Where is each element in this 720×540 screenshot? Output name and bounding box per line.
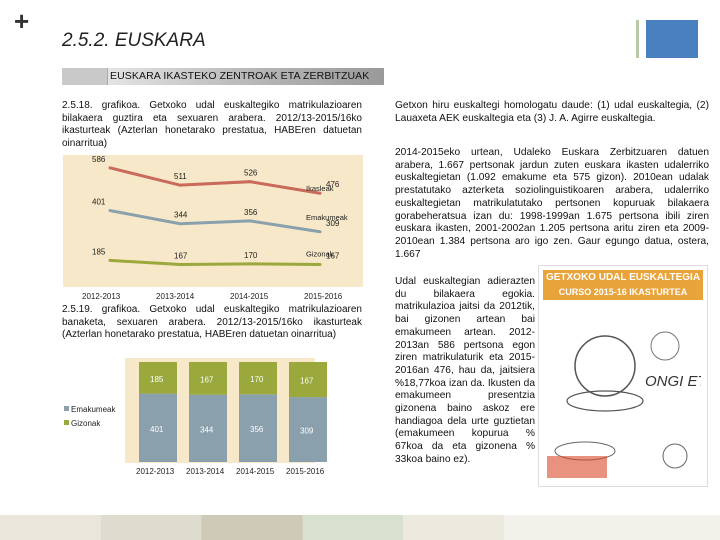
tick-label: 2013-2014	[186, 467, 225, 476]
legend-swatch	[64, 406, 69, 411]
banner-tab	[62, 68, 108, 85]
tick-label: 2014-2015	[236, 467, 275, 476]
data-label: 526	[244, 169, 258, 178]
data-point	[178, 183, 182, 187]
data-point	[318, 263, 322, 267]
bar-men	[139, 362, 177, 394]
data-label: 356	[244, 208, 258, 217]
bar-label-men: 185	[150, 375, 164, 384]
series-line-2	[109, 258, 321, 267]
data-point	[178, 263, 182, 267]
bar-label-women: 356	[250, 425, 264, 434]
tick-label: 2014-2015	[230, 292, 269, 301]
tick-label: 2012-2013	[82, 292, 121, 301]
right-paragraph-1: Getxon hiru euskaltegi homologatu daude:…	[395, 100, 709, 124]
bar-label-men: 170	[250, 375, 264, 384]
data-point	[178, 222, 182, 226]
bar-women	[239, 394, 277, 462]
data-label: 185	[92, 247, 106, 256]
tick-label: 2013-2014	[156, 292, 195, 301]
section-banner: EUSKARA IKASTEKO ZENTROAK ETA ZERBITZUAK	[62, 68, 384, 85]
bar-label-women: 401	[150, 425, 164, 434]
poster-illustration: ONGI ETORRI	[547, 331, 701, 478]
data-label: 170	[244, 251, 258, 260]
bar-label-women: 344	[200, 425, 214, 434]
bar-label-women: 309	[300, 427, 314, 436]
tick-label: 2012-2013	[136, 467, 175, 476]
poster-header: GETXOKO UDAL EUSKALTEGIA CURSO 2015-16 I…	[543, 270, 703, 300]
chart1-caption: 2.5.18. grafikoa. Getxoko udal euskalteg…	[62, 100, 362, 149]
bar-label-men: 167	[300, 377, 314, 386]
series-line-0	[109, 166, 321, 195]
banner-text: EUSKARA IKASTEKO ZENTROAK ETA ZERBITZUAK	[110, 70, 370, 82]
data-label: 167	[326, 252, 340, 261]
data-label: 309	[326, 219, 340, 228]
decorative-square	[646, 20, 698, 58]
poster-subhead: CURSO 2015-16 IKASTURTEA	[558, 287, 688, 297]
data-point	[318, 191, 322, 195]
right-paragraph-2: 2014-2015eko urtean, Udaleko Euskara Zer…	[395, 147, 709, 260]
data-point	[248, 219, 252, 223]
data-label: 476	[326, 180, 340, 189]
right-paragraph-3: Udal euskaltegian adierazten du bilakaer…	[395, 276, 535, 465]
poster-head-text: GETXOKO UDAL EUSKALTEGIA	[545, 272, 701, 283]
tick-label: 2015-2016	[304, 292, 343, 301]
data-point	[248, 180, 252, 184]
legend-swatch	[64, 420, 69, 425]
bar-men	[289, 362, 327, 398]
data-point	[248, 262, 252, 266]
bar-label-men: 167	[200, 375, 214, 384]
data-label: 401	[92, 198, 106, 207]
bar-women	[289, 397, 327, 462]
footer-stripe	[0, 515, 720, 540]
series-label: Gizonak	[306, 250, 334, 259]
poster-slogan: ONGI ETORRI	[645, 373, 701, 390]
data-label: 167	[174, 252, 188, 261]
data-point	[108, 209, 112, 213]
tick-label: 2015-2016	[286, 467, 325, 476]
series-label: Emakumeak	[306, 213, 348, 222]
data-point	[108, 258, 112, 262]
poster-image: GETXOKO UDAL EUSKALTEGIA CURSO 2015-16 I…	[538, 265, 708, 487]
data-point	[318, 230, 322, 234]
legend-label: Gizonak	[71, 419, 101, 428]
series-line-1	[109, 209, 321, 234]
series-label: Ikasleak	[306, 184, 334, 193]
data-label: 511	[174, 172, 187, 181]
bar-men	[189, 362, 227, 395]
page-title: 2.5.2. EUSKARA	[62, 30, 206, 51]
plus-icon: +	[14, 6, 30, 36]
chart2-caption: 2.5.19. grafikoa. Getxoko udal euskalteg…	[62, 304, 362, 340]
data-label: 344	[174, 211, 188, 220]
bar-women	[189, 394, 227, 462]
bar-men	[239, 362, 277, 395]
data-point	[108, 166, 112, 170]
legend-label: Emakumeak	[71, 405, 116, 414]
bar-women	[139, 393, 177, 462]
data-label: 586	[92, 155, 106, 164]
divider	[636, 20, 639, 58]
